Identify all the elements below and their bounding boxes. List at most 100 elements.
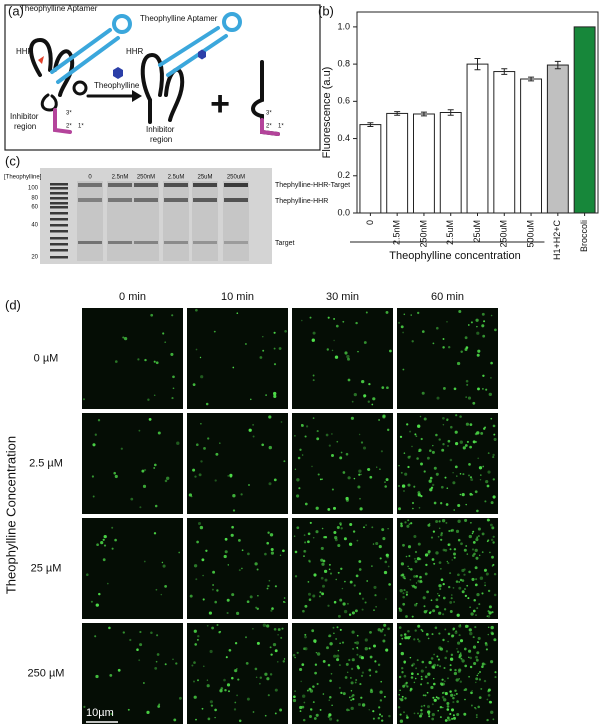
fluorescent-spot (414, 433, 417, 436)
aptamer-loop (112, 14, 132, 34)
fluorescent-spot (256, 641, 260, 645)
label: 2* (66, 124, 72, 130)
fluorescent-spot (409, 455, 411, 458)
fluorescent-spot (435, 520, 439, 523)
ladder-band (50, 202, 68, 205)
fluorescent-spot (449, 610, 453, 613)
fluorescent-spot (470, 478, 474, 482)
fluorescent-spot (372, 397, 376, 401)
fluorescent-spot (150, 313, 154, 317)
fluorescent-spot (266, 587, 269, 590)
fluorescent-spot (292, 698, 297, 703)
lane (163, 181, 189, 261)
fluorescent-spot (427, 550, 431, 554)
fluorescent-spot (111, 547, 114, 550)
fluorescent-spot (417, 579, 421, 583)
fluorescent-spot (340, 567, 343, 570)
fluorescent-spot (372, 717, 375, 720)
lane (107, 181, 133, 261)
fluorescent-spot (329, 717, 333, 721)
fluorescent-spot (338, 686, 341, 689)
fluorescent-spot (324, 578, 328, 582)
fluorescent-spot (420, 712, 424, 716)
ladder-label: 60 (31, 205, 38, 211)
fluorescent-spot (142, 484, 147, 488)
micrograph (292, 623, 393, 724)
fluorescent-spot (459, 624, 462, 626)
fluorescent-spot (465, 545, 468, 547)
fluorescent-spot (312, 701, 315, 704)
fluorescent-spot (452, 714, 455, 717)
fluorescent-spot (405, 615, 408, 618)
fluorescent-spot (472, 636, 475, 639)
fluorescent-spot (402, 592, 405, 595)
fluorescent-spot (433, 698, 437, 702)
fluorescent-spot (321, 478, 323, 480)
fluorescent-spot (294, 690, 296, 692)
fluorescent-spot (153, 467, 156, 469)
fluorescent-spot (351, 611, 355, 615)
fluorescent-spot (228, 690, 230, 693)
x-tick-label: 2.5nM (392, 220, 402, 245)
fluorescent-spot (402, 331, 404, 334)
fluorescent-spot (355, 679, 358, 681)
fluorescent-spot (457, 503, 461, 508)
fluorescent-spot (264, 672, 268, 676)
fluorescent-spot (347, 476, 351, 480)
fluorescent-spot (421, 330, 425, 333)
fluorescent-spot (456, 475, 458, 477)
fluorescent-spot (273, 394, 277, 398)
fluorescent-spot (313, 573, 317, 577)
fluorescent-spot (312, 685, 315, 688)
fluorescent-spot (197, 679, 199, 682)
fluorescent-spot (377, 716, 381, 720)
fluorescent-spot (226, 683, 231, 687)
fluorescent-spot (468, 628, 472, 632)
fluorescent-spot (250, 398, 252, 401)
fluorescent-spot (474, 490, 478, 494)
plus: + (210, 85, 230, 123)
micrograph (397, 518, 498, 619)
fluorescent-spot (357, 350, 359, 353)
fluorescent-spot (194, 643, 197, 646)
lane-label: 25uM (197, 175, 212, 181)
ladder-band (50, 256, 68, 259)
fluorescent-spot (351, 630, 355, 634)
fluorescent-spot (354, 609, 358, 613)
fluorescent-spot (364, 647, 368, 651)
fluorescent-spot (438, 584, 442, 588)
fluorescent-spot (231, 525, 234, 529)
fluorescent-spot (441, 695, 445, 699)
x-tick-label: H1+H2+C (552, 220, 562, 261)
fluorescent-spot (474, 626, 477, 629)
fluorescent-spot (469, 665, 473, 669)
fluorescent-spot (178, 696, 182, 700)
fluorescent-spot (94, 635, 97, 638)
bar (413, 113, 435, 214)
fluorescent-spot (138, 659, 141, 662)
fluorescent-spot (201, 558, 205, 562)
fluorescent-spot (427, 705, 430, 709)
fluorescent-spot (454, 689, 457, 693)
fluorescent-spot (307, 592, 312, 596)
fluorescent-spot (452, 587, 455, 589)
theophylline-icon (198, 49, 206, 60)
fluorescent-spot (464, 444, 468, 447)
x-axis-label: Theophylline concentration (389, 250, 520, 262)
fluorescent-spot (375, 670, 378, 673)
fluorescent-spot (360, 473, 362, 476)
fluorescent-spot (197, 635, 200, 638)
fluorescent-spot (249, 595, 253, 599)
fluorescent-spot (440, 538, 443, 541)
fluorescent-spot (277, 634, 279, 636)
fluorescent-spot (369, 655, 373, 659)
band (164, 241, 188, 244)
fluorescent-spot (381, 528, 385, 532)
fluorescent-spot (400, 574, 403, 577)
fluorescent-spot (408, 523, 411, 526)
lane (77, 181, 103, 261)
fluorescent-spot (340, 691, 343, 695)
panel-label: (c) (5, 153, 20, 168)
fluorescent-spot (352, 697, 355, 701)
fluorescent-spot (403, 633, 407, 636)
